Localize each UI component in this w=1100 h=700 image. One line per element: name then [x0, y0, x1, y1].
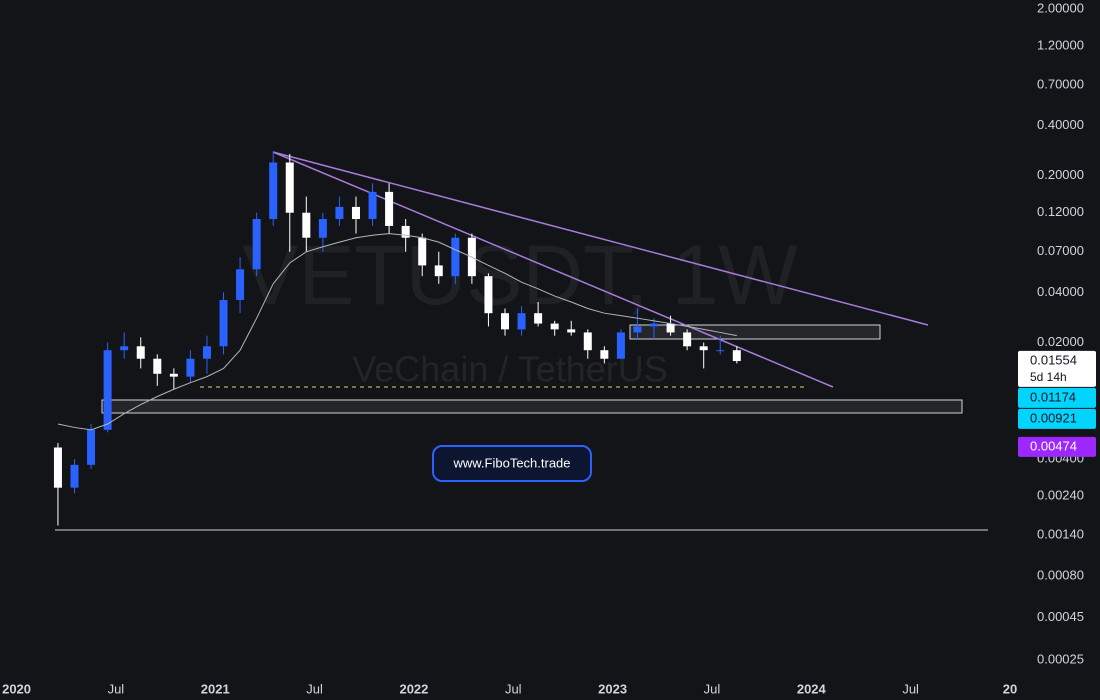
y-tick-label: 0.00240: [1037, 488, 1084, 503]
candle-body: [252, 219, 261, 270]
x-tick-label: 2020: [2, 681, 31, 696]
x-tick-label: 2021: [201, 681, 230, 696]
candle-body: [401, 225, 410, 238]
candle-body: [169, 373, 178, 377]
y-tick-label: 1.20000: [1037, 37, 1084, 52]
link-button[interactable]: www.FiboTech.trade: [432, 445, 592, 482]
x-tick-label: 2023: [598, 681, 627, 696]
y-tick-label: 0.40000: [1037, 117, 1084, 132]
price-label: 0.01554: [1030, 352, 1077, 367]
candle-body: [269, 162, 278, 220]
moving-average-line: [57, 233, 737, 431]
x-tick-label: Jul: [306, 681, 323, 696]
y-tick-label: 0.07000: [1037, 243, 1084, 258]
candle-body: [302, 212, 311, 238]
x-tick-label: 2022: [399, 681, 428, 696]
y-tick-label: 0.20000: [1037, 167, 1084, 182]
candle-body: [202, 346, 211, 359]
candle-body: [451, 237, 460, 277]
candle-body: [153, 358, 162, 374]
y-tick-label: 0.00080: [1037, 567, 1084, 582]
price-label-box: [1018, 387, 1096, 408]
price-label: 0.01174: [1030, 389, 1076, 404]
candle-body: [716, 350, 725, 352]
price-label: 0.00474: [1030, 438, 1077, 453]
y-tick-label: 0.70000: [1037, 76, 1084, 91]
x-tick-label: Jul: [704, 681, 721, 696]
candle-body: [534, 313, 543, 324]
drawings: [55, 151, 988, 531]
y-tick-label: 2.00000: [1037, 0, 1084, 15]
candle-body: [236, 269, 245, 300]
candle-body: [484, 276, 493, 314]
candle-body: [583, 332, 592, 351]
candle-body: [385, 191, 394, 226]
candle-body: [732, 350, 741, 362]
candle-body: [335, 206, 344, 220]
candle-body: [418, 237, 427, 266]
price-label-box: [1018, 408, 1096, 429]
candle-body: [567, 329, 576, 333]
candle-body: [699, 346, 708, 351]
y-tick-label: 0.00045: [1037, 609, 1084, 624]
candle-body: [650, 323, 659, 327]
plot: [53, 151, 741, 526]
candle-body: [600, 350, 609, 359]
candle-body: [318, 219, 327, 238]
countdown: 5d 14h: [1030, 370, 1067, 384]
candle-body: [368, 191, 377, 220]
candle-body: [186, 358, 195, 377]
candle-body: [103, 350, 112, 430]
candle-body: [434, 265, 443, 277]
price-label: 0.00921: [1030, 410, 1077, 425]
watermark-title: VETUSDT, 1W: [242, 228, 797, 322]
candle-body: [285, 162, 294, 213]
candle-body: [683, 332, 692, 347]
watermark-subtitle: VeChain / TetherUS: [352, 349, 668, 390]
candle-body: [53, 447, 62, 488]
y-tick-label: 0.02000: [1037, 334, 1084, 349]
x-tick-label: Jul: [505, 681, 522, 696]
price-label-box: [1018, 350, 1096, 387]
y-tick-label: 0.12000: [1037, 204, 1084, 219]
candle-body: [120, 346, 129, 351]
candle-body: [501, 313, 509, 330]
link-button-box[interactable]: [432, 445, 592, 482]
candle-body: [136, 346, 145, 359]
link-button-text[interactable]: www.FiboTech.trade: [452, 455, 570, 470]
x-tick-label: 20: [1003, 681, 1017, 696]
x-tick-label: Jul: [108, 681, 125, 696]
y-tick-label: 0.04000: [1037, 284, 1084, 299]
y-tick-label: 0.00140: [1037, 527, 1084, 542]
candle-body: [633, 326, 642, 333]
candle-body: [550, 323, 559, 330]
candle-body: [219, 299, 228, 347]
zone-box: [101, 399, 963, 414]
x-tick-label: 2024: [797, 681, 827, 696]
candle-body: [666, 323, 675, 333]
candle-body: [517, 313, 526, 330]
candle-body: [70, 464, 79, 488]
candle-body: [87, 429, 96, 465]
candle-body: [351, 206, 360, 220]
price-label-box: [1018, 436, 1096, 457]
y-tick-label: 0.00025: [1037, 652, 1084, 667]
trend-line: [272, 151, 834, 388]
trend-line: [272, 151, 929, 326]
x-tick-label: Jul: [902, 681, 919, 696]
candle-body: [616, 332, 625, 359]
